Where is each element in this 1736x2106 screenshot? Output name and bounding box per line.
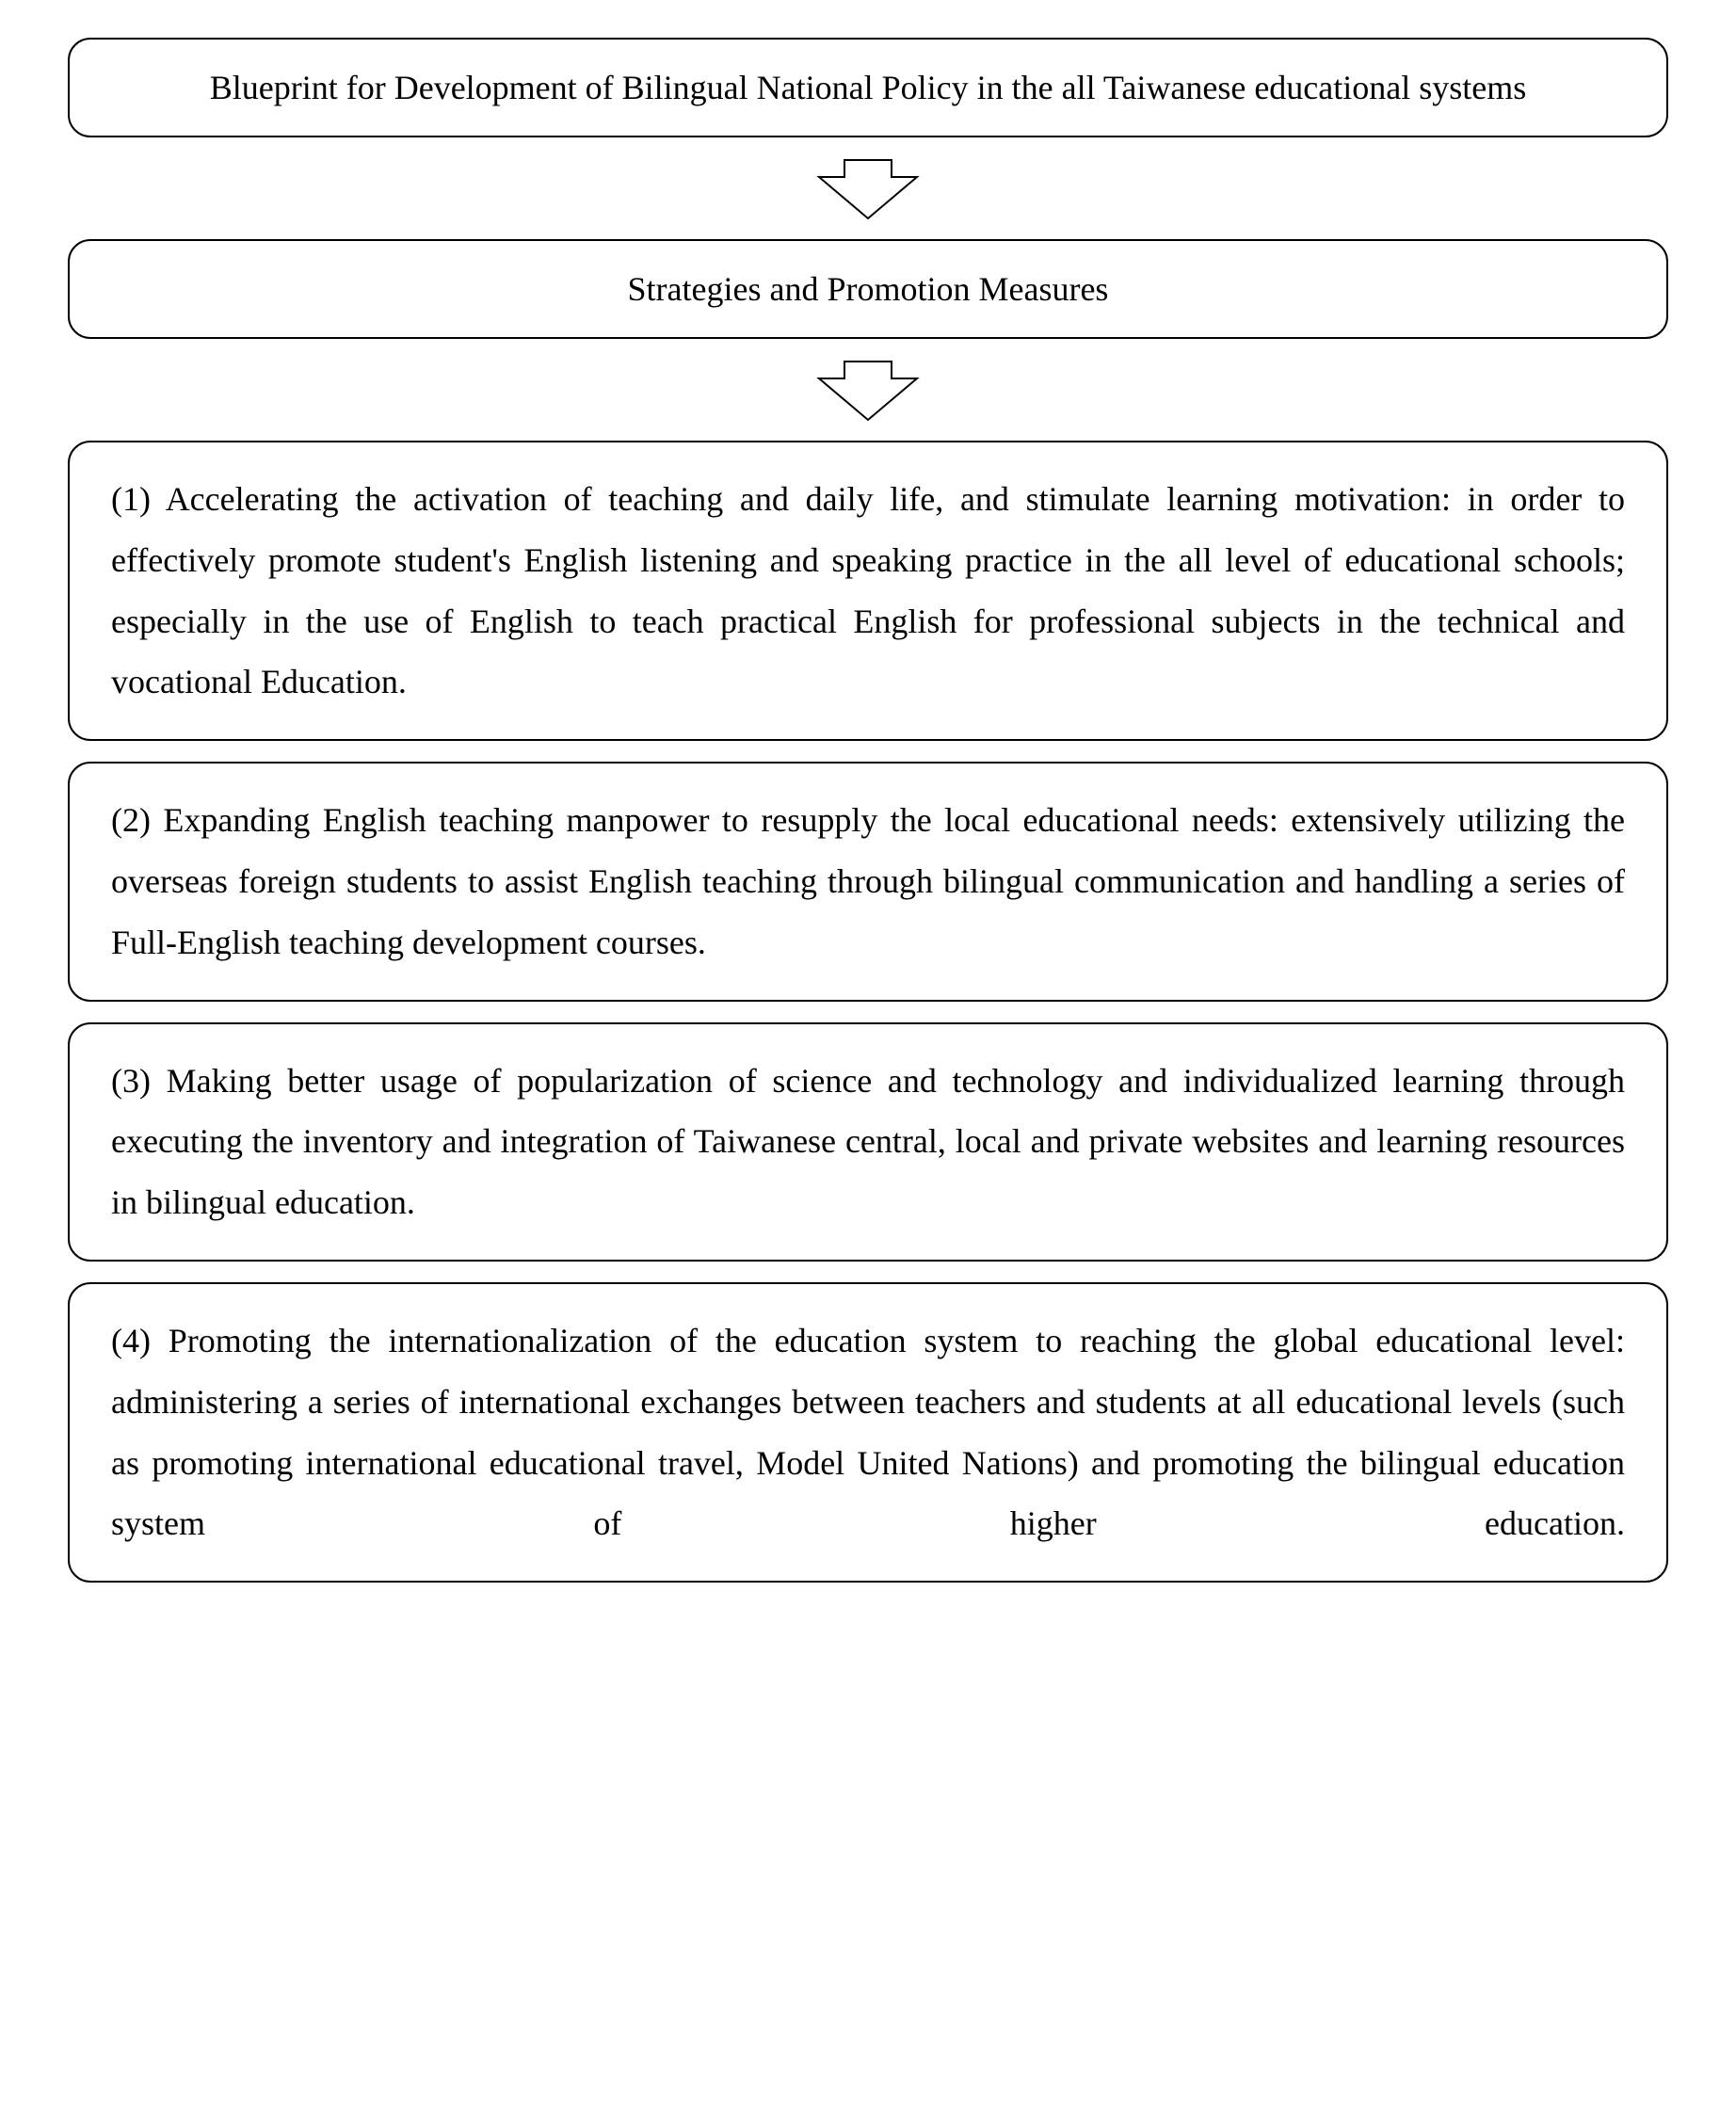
- arrow-2-wrapper: [812, 358, 924, 424]
- header-box: Blueprint for Development of Bilingual N…: [68, 38, 1668, 137]
- strategies-box: Strategies and Promotion Measures: [68, 239, 1668, 339]
- item-box-1: (1) Accelerating the activation of teach…: [68, 441, 1668, 741]
- item-box-4: (4) Promoting the internationalization o…: [68, 1282, 1668, 1583]
- item-text-1: (1) Accelerating the activation of teach…: [111, 480, 1625, 700]
- strategies-text: Strategies and Promotion Measures: [628, 270, 1109, 308]
- items-group: (1) Accelerating the activation of teach…: [68, 441, 1668, 1594]
- header-text: Blueprint for Development of Bilingual N…: [210, 69, 1527, 106]
- down-arrow-icon: [812, 358, 924, 424]
- item-text-4: (4) Promoting the internationalization o…: [111, 1322, 1625, 1542]
- arrow-1-wrapper: [812, 156, 924, 222]
- item-text-3: (3) Making better usage of popularizatio…: [111, 1062, 1625, 1222]
- item-box-3: (3) Making better usage of popularizatio…: [68, 1022, 1668, 1262]
- flowchart-container: Blueprint for Development of Bilingual N…: [68, 38, 1668, 1594]
- item-text-2: (2) Expanding English teaching manpower …: [111, 801, 1625, 961]
- item-box-2: (2) Expanding English teaching manpower …: [68, 762, 1668, 1001]
- down-arrow-icon: [812, 156, 924, 222]
